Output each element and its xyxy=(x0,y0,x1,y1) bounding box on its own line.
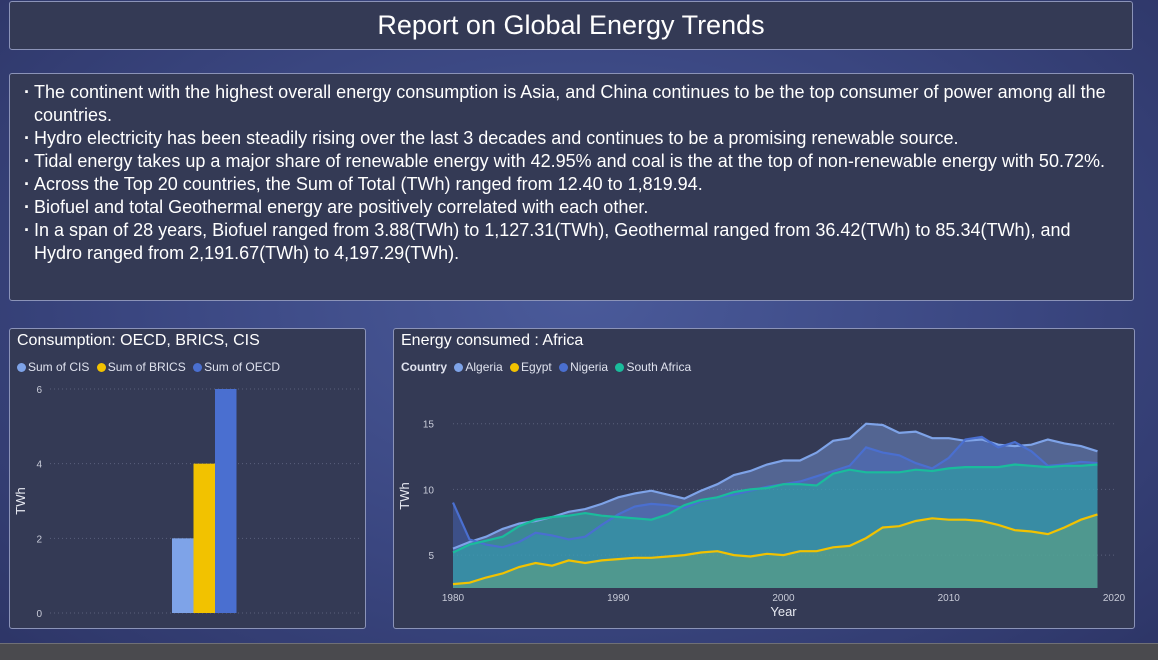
y-tick-label: 5 xyxy=(428,551,434,562)
summary-item: Biofuel and total Geothermal energy are … xyxy=(24,196,1123,219)
legend-item-oecd[interactable]: Sum of OECD xyxy=(193,360,280,374)
legend-dot-icon xyxy=(510,363,520,372)
y-tick-label: 0 xyxy=(36,609,42,620)
line-egypt xyxy=(452,513,1098,586)
legend-dot-icon xyxy=(615,363,625,372)
legend-title: Country xyxy=(401,360,447,374)
y-tick-label: 4 xyxy=(36,460,42,471)
chart-legend: Sum of CIS Sum of BRICS Sum of OECD xyxy=(17,360,284,374)
page-title: Report on Global Energy Trends xyxy=(377,10,765,40)
x-tick-label: 2000 xyxy=(772,593,795,604)
legend-label: Algeria xyxy=(465,360,503,374)
bar-sum-of-oecd xyxy=(215,389,237,613)
area-egypt xyxy=(453,514,1098,588)
chart-title: Consumption: OECD, BRICS, CIS xyxy=(17,332,260,349)
summary-item: Tidal energy takes up a major share of r… xyxy=(24,150,1123,173)
x-tick-label: 2010 xyxy=(938,593,961,604)
legend-item-brics[interactable]: Sum of BRICS xyxy=(96,360,186,374)
legend-dot-icon xyxy=(454,363,464,372)
title-panel: Report on Global Energy Trends xyxy=(9,1,1133,50)
chart-title: Energy consumed : Africa xyxy=(401,332,584,349)
legend-label: Sum of CIS xyxy=(28,360,90,374)
summary-item: In a span of 28 years, Biofuel ranged fr… xyxy=(24,219,1123,265)
bar-sum-of-cis xyxy=(172,538,194,613)
legend-item-algeria[interactable]: Algeria xyxy=(454,360,503,374)
area-south-africa xyxy=(453,464,1098,588)
y-tick-label: 2 xyxy=(36,534,42,545)
x-tick-label: 2020 xyxy=(1103,593,1126,604)
y-tick-label: 6 xyxy=(36,385,42,396)
y-tick-label: 15 xyxy=(423,420,435,431)
area-chart[interactable]: 5 10 15 1980 1990 2000 2010 2020 Year TWh xyxy=(394,329,1134,628)
legend-label: Sum of BRICS xyxy=(107,360,186,374)
summary-item: Hydro electricity has been steadily risi… xyxy=(24,127,1123,150)
bar-chart[interactable]: 0 2 4 6 TWh xyxy=(10,329,365,628)
bar-sum-of-brics xyxy=(193,463,215,613)
summary-item: Across the Top 20 countries, the Sum of … xyxy=(24,173,1123,196)
y-axis-label: TWh xyxy=(13,487,28,514)
x-tick-label: 1980 xyxy=(442,593,465,604)
legend-dot-icon xyxy=(17,363,26,372)
legend-label: Nigeria xyxy=(570,360,609,374)
summary-panel: The continent with the highest overall e… xyxy=(9,73,1134,301)
legend-item-egypt[interactable]: Egypt xyxy=(510,360,552,374)
legend-label: South Africa xyxy=(626,360,692,374)
x-axis-label: Year xyxy=(770,604,797,619)
legend-dot-icon xyxy=(96,363,106,372)
legend-dot-icon xyxy=(193,363,203,372)
area-nigeria xyxy=(453,436,1098,588)
y-axis-label: TWh xyxy=(397,482,412,509)
chart-legend: Country Algeria Egypt Nigeria South Afri… xyxy=(401,360,695,374)
legend-label: Sum of OECD xyxy=(204,360,281,374)
legend-dot-icon xyxy=(559,363,569,372)
summary-list: The continent with the highest overall e… xyxy=(24,81,1123,265)
y-tick-label: 10 xyxy=(423,485,435,496)
bottom-bar xyxy=(0,643,1158,660)
consumption-chart-panel[interactable]: Consumption: OECD, BRICS, CIS Sum of CIS… xyxy=(9,328,366,629)
legend-label: Egypt xyxy=(521,360,552,374)
summary-item: The continent with the highest overall e… xyxy=(24,81,1123,127)
x-tick-label: 1990 xyxy=(607,593,630,604)
legend-item-cis[interactable]: Sum of CIS xyxy=(17,360,89,374)
line-south-africa xyxy=(452,463,1098,554)
africa-chart-panel[interactable]: Energy consumed : Africa Country Algeria… xyxy=(393,328,1135,629)
legend-item-south-africa[interactable]: South Africa xyxy=(615,360,691,374)
legend-item-nigeria[interactable]: Nigeria xyxy=(559,360,608,374)
